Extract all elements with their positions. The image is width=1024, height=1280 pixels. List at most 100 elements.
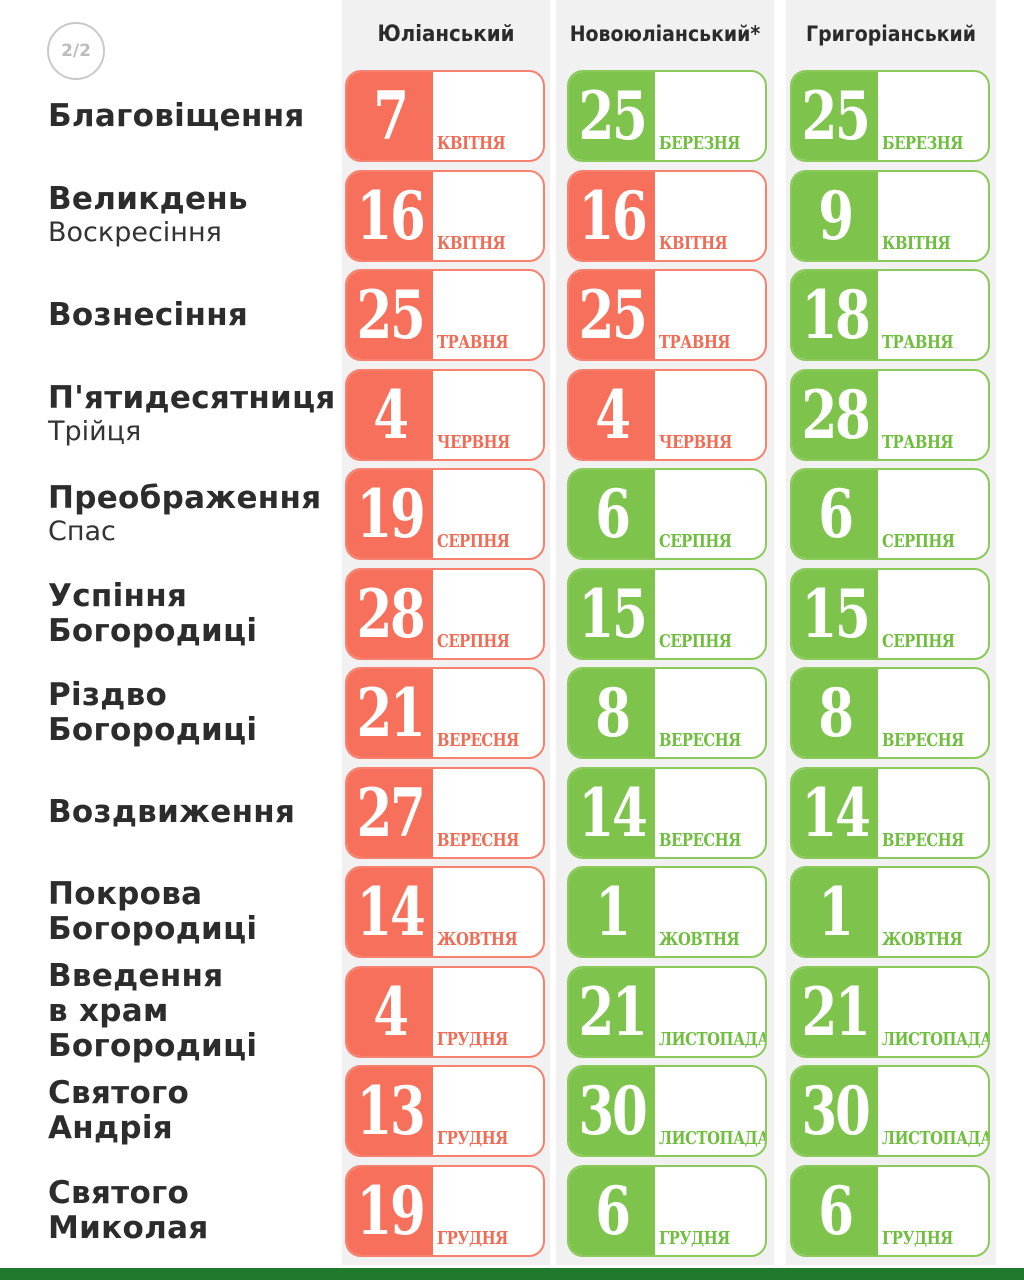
date-card: 15 серпня	[567, 567, 767, 660]
month-area: червня	[433, 371, 543, 459]
day-number: 6	[818, 475, 854, 553]
day-number: 25	[356, 276, 426, 354]
month-name: травня	[882, 332, 954, 353]
feast-subtitle: Трійця	[48, 416, 142, 447]
day-number: 16	[578, 176, 648, 255]
day-number: 21	[356, 674, 426, 752]
month-area: березня	[878, 72, 988, 160]
month-name: грудня	[437, 1028, 508, 1050]
month-name: листопада	[659, 1128, 767, 1149]
month-area: листопада	[655, 1067, 765, 1155]
day-number: 15	[578, 574, 648, 653]
column-header-gregorian: Григоріанський	[806, 22, 976, 46]
day-number: 4	[373, 972, 409, 1051]
month-name: серпня	[437, 630, 510, 652]
month-area: жовтня	[655, 868, 765, 956]
month-area: квітня	[655, 172, 765, 260]
month-area: грудня	[878, 1167, 988, 1255]
day-number: 21	[578, 972, 648, 1051]
feast-title: Святого Андрія	[48, 1075, 190, 1146]
feast-label: Великдень Воскресіння	[48, 170, 348, 262]
month-name: серпня	[659, 531, 732, 552]
column-header-new-julian: Новоюліанський*	[569, 22, 761, 46]
month-area: серпня	[878, 470, 988, 558]
month-name: квітня	[437, 232, 506, 254]
month-name: березня	[882, 133, 963, 154]
date-card: 25 травня	[567, 269, 767, 361]
feast-title: Успіння Богородиці	[48, 577, 258, 649]
month-area: вересня	[878, 769, 988, 857]
feast-label: Благовіщення	[48, 70, 348, 162]
month-name: вересня	[659, 730, 741, 751]
date-card: 8 вересня	[567, 667, 767, 759]
feast-title: Святого Миколая	[48, 1174, 209, 1246]
day-number-box: 4	[569, 370, 655, 459]
day-number-box: 16	[569, 171, 655, 260]
date-card: 9 квітня	[790, 169, 990, 262]
month-name: червня	[437, 431, 510, 453]
day-number: 16	[356, 176, 426, 255]
month-area: квітня	[433, 72, 543, 160]
month-area: грудня	[655, 1167, 765, 1255]
day-number-box: 27	[347, 768, 433, 857]
feast-label: Преображення Спас	[48, 468, 348, 560]
date-card: 8 вересня	[790, 667, 990, 759]
day-number: 21	[801, 972, 871, 1051]
day-number: 4	[373, 375, 409, 454]
month-name: вересня	[437, 730, 519, 751]
day-number: 28	[801, 375, 871, 454]
month-area: травня	[878, 371, 988, 459]
day-number-box: 6	[792, 1166, 878, 1255]
feast-title: Великдень	[48, 181, 248, 217]
month-name: березня	[659, 133, 740, 154]
day-number: 14	[578, 773, 648, 852]
feast-label: Святого Андрія	[48, 1065, 348, 1157]
day-number: 6	[818, 1171, 854, 1250]
month-area: грудня	[433, 1167, 543, 1255]
day-number: 30	[801, 1072, 871, 1150]
date-card: 6 грудня	[790, 1164, 990, 1257]
day-number: 28	[356, 574, 426, 653]
date-card: 21 листопада	[567, 965, 767, 1058]
month-name: квітня	[882, 232, 951, 254]
month-name: серпня	[437, 531, 510, 552]
month-name: вересня	[659, 829, 741, 851]
date-card: 15 серпня	[790, 567, 990, 660]
date-card: 30 листопада	[567, 1065, 767, 1157]
month-area: серпня	[433, 470, 543, 558]
month-name: жовтня	[882, 929, 963, 950]
month-name: вересня	[882, 730, 964, 751]
month-area: серпня	[878, 570, 988, 658]
feast-subtitle: Спас	[48, 515, 116, 547]
day-number: 6	[595, 1171, 631, 1250]
day-number-box: 28	[792, 370, 878, 459]
month-name: травня	[659, 332, 731, 353]
footer-bar	[0, 1268, 1024, 1280]
date-card: 14 вересня	[567, 766, 767, 859]
date-card: 4 грудня	[345, 965, 545, 1058]
month-area: травня	[878, 271, 988, 359]
month-name: серпня	[882, 531, 955, 552]
date-card: 19 серпня	[345, 468, 545, 560]
month-area: травня	[433, 271, 543, 359]
feast-label: Святого Миколая	[48, 1165, 348, 1257]
date-card: 16 квітня	[345, 169, 545, 262]
day-number: 25	[578, 276, 648, 354]
date-card: 1 жовтня	[790, 866, 990, 958]
month-name: травня	[882, 431, 954, 453]
feast-title: Покрова Богородиці	[48, 876, 258, 947]
day-number: 1	[595, 873, 631, 951]
date-card: 16 квітня	[567, 169, 767, 262]
month-name: грудня	[882, 1227, 953, 1249]
feast-label: Покрова Богородиці	[48, 866, 348, 958]
day-number-box: 15	[792, 569, 878, 658]
day-number-box: 16	[347, 171, 433, 260]
feast-subtitle: Воскресіння	[48, 217, 222, 248]
date-card: 4 червня	[345, 368, 545, 461]
month-name: листопада	[882, 1028, 990, 1050]
day-number-box: 28	[347, 569, 433, 658]
day-number-box: 1	[569, 868, 655, 956]
month-area: березня	[655, 72, 765, 160]
month-name: вересня	[882, 829, 964, 851]
